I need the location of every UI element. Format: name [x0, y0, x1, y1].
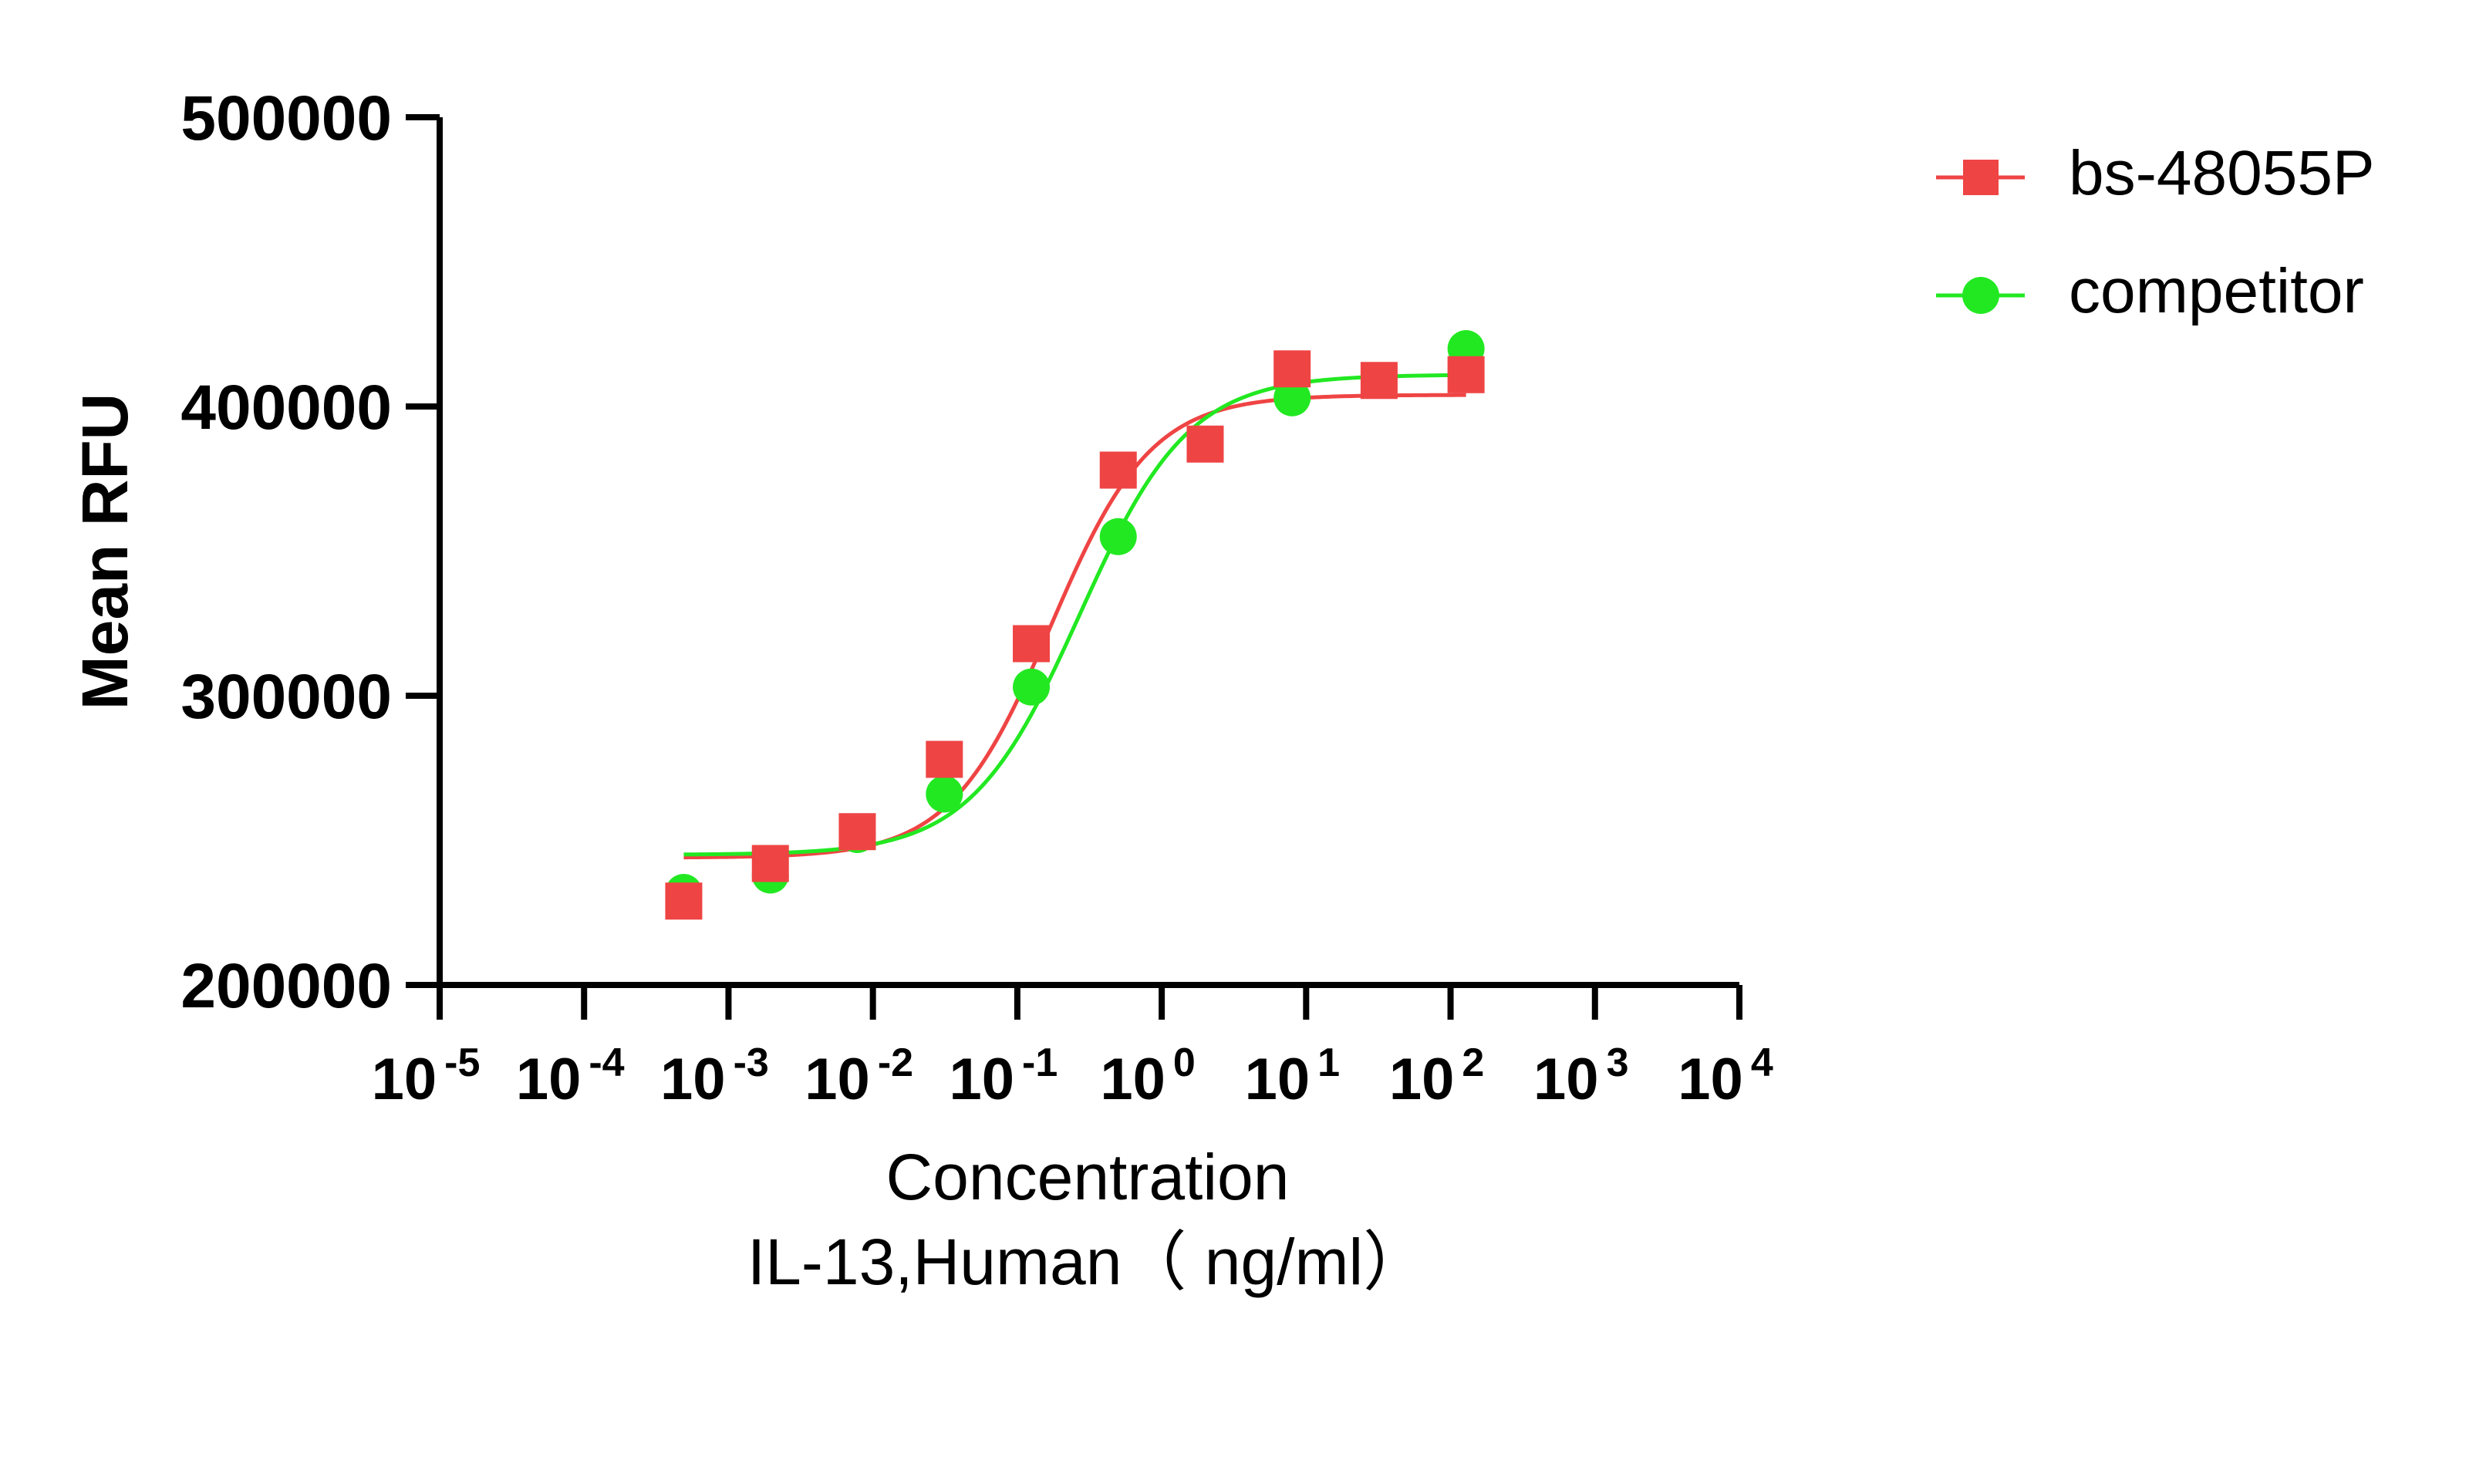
data-point-square — [1273, 350, 1311, 388]
x-tick-label: 10 2 — [1389, 1040, 1484, 1112]
x-tick-base: 10 — [660, 1047, 726, 1112]
x-tick-base: 10 — [516, 1047, 582, 1112]
x-tick-label: 10 -5 — [372, 1040, 481, 1112]
data-point-square — [1013, 625, 1051, 663]
x-ticks: 10 -5 10 -4 10 -3 10 -2 10 -1 10 0 10 1 10 2 10 3 10 4 — [372, 985, 1773, 1112]
x-tick-label: 10 3 — [1533, 1040, 1628, 1112]
x-tick-label: 10 4 — [1678, 1040, 1773, 1112]
x-tick-base: 10 — [1533, 1047, 1599, 1112]
data-point-circle — [1099, 518, 1137, 555]
x-axis: 10 -5 10 -4 10 -3 10 -2 10 -1 10 0 10 1 10 2 10 3 10 4 — [372, 982, 1773, 1112]
data-point-square — [751, 845, 789, 882]
x-tick-base: 10 — [1100, 1047, 1165, 1112]
fit-curve-bs-48055p — [683, 393, 1466, 860]
data-point-square — [665, 882, 703, 920]
legend-label-bs-48055p: bs-48055P — [2069, 138, 2375, 208]
y-tick-label: 400000 — [180, 373, 392, 443]
x-tick-exponent: -5 — [444, 1040, 480, 1085]
data-points — [665, 330, 1485, 920]
y-tick-label: 300000 — [180, 662, 392, 732]
data-point-square — [1186, 425, 1224, 463]
legend-marker-square — [1963, 160, 1999, 195]
x-tick-base: 10 — [372, 1047, 437, 1112]
data-point-square — [926, 740, 963, 778]
data-point-square — [1360, 362, 1398, 400]
data-point-circle — [1013, 668, 1051, 706]
x-tick-base: 10 — [1389, 1047, 1455, 1112]
x-tick-base: 10 — [1678, 1047, 1743, 1112]
y-tick-label: 500000 — [180, 83, 392, 153]
x-axis-title: Concentration — [886, 1141, 1290, 1213]
data-point-square — [838, 813, 876, 851]
legend-marker-circle — [1962, 277, 1999, 314]
x-tick-label: 10 0 — [1100, 1040, 1195, 1112]
x-tick-label: 10 -4 — [516, 1040, 625, 1112]
x-tick-base: 10 — [805, 1047, 870, 1112]
x-tick-exponent: -1 — [1022, 1040, 1058, 1085]
x-tick-base: 10 — [949, 1047, 1014, 1112]
legend-label-competitor: competitor — [2069, 256, 2364, 326]
legend-item-bs-48055p: bs-48055P — [1936, 138, 2375, 208]
x-tick-exponent: -3 — [734, 1040, 769, 1085]
data-point-circle — [1273, 379, 1311, 417]
x-tick-exponent: 0 — [1173, 1040, 1196, 1085]
x-tick-label: 10 -1 — [949, 1040, 1058, 1112]
x-tick-label: 10 1 — [1245, 1040, 1340, 1112]
data-point-square — [1099, 451, 1137, 489]
legend-item-competitor: competitor — [1936, 256, 2364, 326]
x-axis-subtitle: IL-13,Human（ ng/ml） — [747, 1226, 1428, 1298]
y-tick-label: 200000 — [180, 951, 392, 1021]
fit-curves — [683, 373, 1466, 860]
x-tick-exponent: -2 — [878, 1040, 913, 1085]
y-ticks: 200000 300000 400000 500000 — [180, 83, 440, 1021]
data-point-square — [1447, 356, 1485, 393]
data-point-circle — [926, 775, 963, 813]
x-tick-exponent: 4 — [1751, 1040, 1773, 1085]
y-axis-title: Mean RFU — [69, 393, 141, 710]
x-tick-exponent: 2 — [1462, 1040, 1484, 1085]
x-tick-label: 10 -3 — [660, 1040, 769, 1112]
x-tick-exponent: 3 — [1607, 1040, 1629, 1085]
x-tick-exponent: 1 — [1317, 1040, 1340, 1085]
x-tick-label: 10 -2 — [805, 1040, 913, 1112]
x-tick-base: 10 — [1245, 1047, 1311, 1112]
fit-curve-competitor — [683, 373, 1466, 857]
legend: bs-48055P competitor — [1936, 138, 2375, 326]
x-tick-exponent: -4 — [589, 1040, 624, 1085]
y-axis: 200000 300000 400000 500000 — [180, 83, 443, 1021]
